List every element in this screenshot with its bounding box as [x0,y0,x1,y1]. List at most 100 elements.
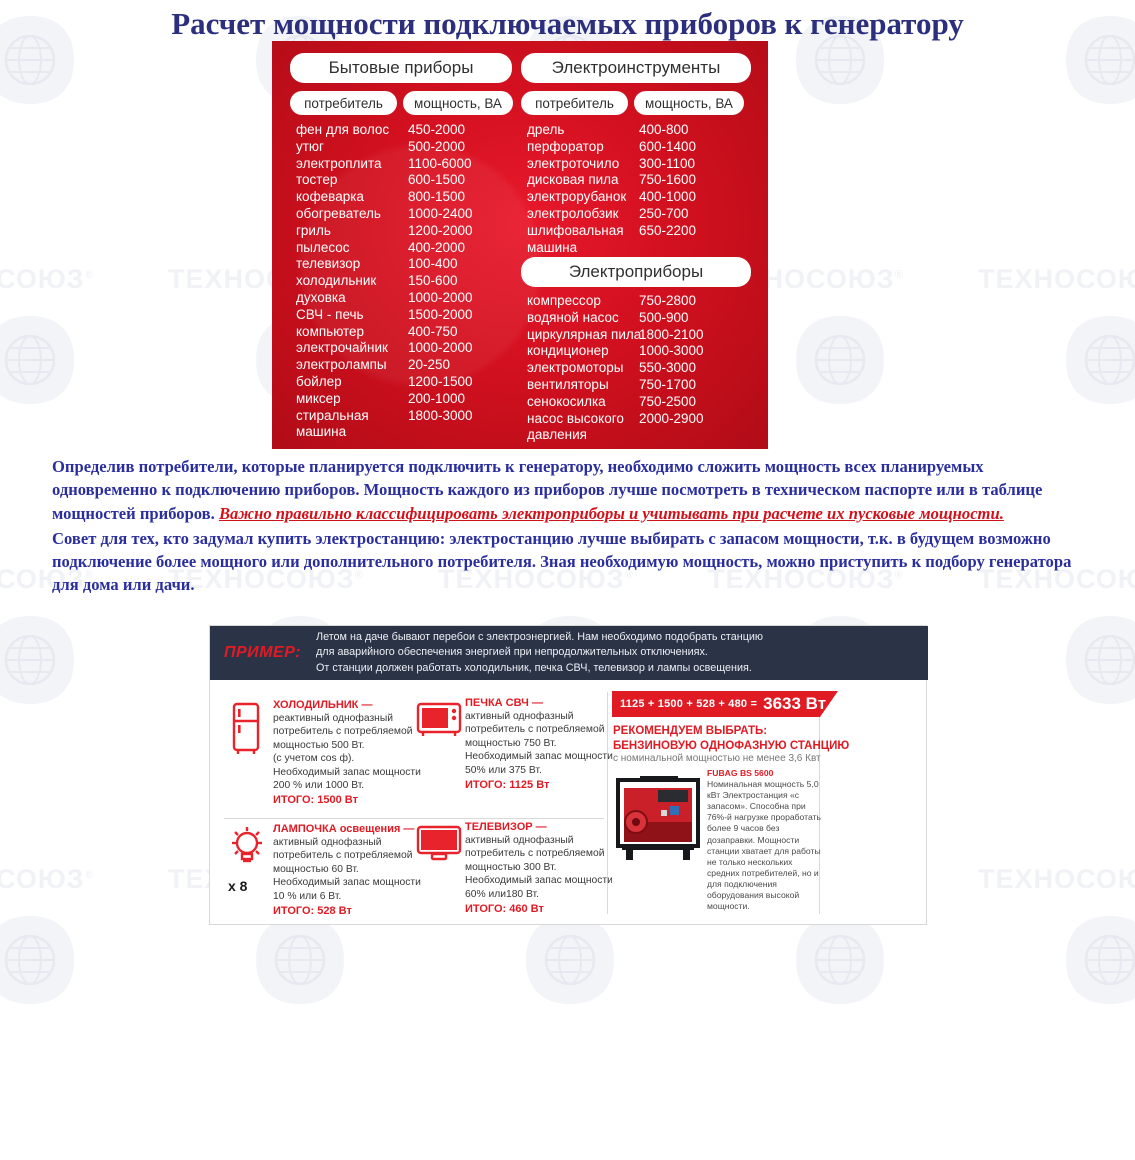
table-cell-name: машина [527,239,578,255]
summary-column: 1125 + 1500 + 528 + 480 = 3633 Вт РЕКОМЕ… [608,688,926,918]
table-cell-power: 1200-1500 [408,373,473,389]
table-row: миксер 200-1000 [296,391,518,408]
table-row: дрель 400-800 [527,122,749,139]
table-left-rows: фен для волос 450-2000 утюг 500-2000 электро… [296,122,518,441]
table-cell-power: 1000-2000 [408,340,473,356]
table-cell-power: 500-2000 [408,138,466,154]
table-cell-name: телевизор [296,256,361,272]
table-cell-power: 750-2500 [639,393,697,409]
card-microwave-body: ПЕЧКА СВЧ — активный однофазный потребит… [465,696,625,791]
line: потребитель с потребляемой [273,726,413,738]
table-cell-power: 450-2000 [408,122,466,137]
table-cell-power: 750-1600 [639,172,697,188]
refrigerator-icon [224,702,268,754]
table-left-title: Бытовые приборы [290,53,512,83]
table-cell-name: стиральная [296,407,369,423]
horizontal-divider [224,818,604,819]
table-cell-name: компьютер [296,323,365,339]
table-cell-name: миксер [296,390,341,406]
total-power-banner: 1125 + 1500 + 528 + 480 = 3633 Вт [612,691,838,717]
table-cell-power: 400-2000 [408,239,466,255]
table-cell-name: дисковая пила [527,172,619,188]
table-cell-name: электроточило [527,155,620,171]
recommendation-line-2: БЕНЗИНОВУЮ ОДНОФАЗНУЮ СТАНЦИЮ [613,739,850,752]
table-row: вентиляторы 750-1700 [527,377,749,394]
table-cell-name: гриль [296,222,331,238]
table-cell-power: 1200-2000 [408,222,473,238]
table-cell-name: электролампы [296,357,387,373]
line: мощностью 750 Вт. [465,737,557,749]
card-television-title: ТЕЛЕВИЗОР — [465,821,547,833]
lightbulb-icon [224,826,268,878]
recommendation-line-3: с номинальной мощностью не менее 3,6 Квт [613,753,821,764]
line: потребитель с потребляемой [273,850,413,862]
table-right-rows-2: компрессор 750-2800 водяной насос 500-900 ци… [527,293,749,444]
card-television-body: ТЕЛЕВИЗОР — активный однофазный потребит… [465,820,625,915]
table-cell-name: тостер [296,172,338,188]
line: (с учетом cos ф). [273,753,355,765]
line: Необходимый запас мощности [273,877,421,889]
table-row: стиральная 1800-3000 [296,408,518,425]
table-cell-name: дрель [527,122,565,137]
card-microwave-title: ПЕЧКА СВЧ — [465,697,543,709]
card-lightbulb-lines: активный однофазный потребитель с потреб… [273,836,433,903]
header-line-1: Летом на даче бывают перебои с электроэн… [316,631,764,644]
line: Необходимый запас мощности [465,751,613,763]
table-cell-name: утюг [296,138,324,154]
table-cell-name: давления [527,427,587,443]
table-row: перфоратор 600-1400 [527,139,749,156]
table-cell-name: СВЧ - печь [296,306,364,322]
table-row: гриль 1200-2000 [296,223,518,240]
table-cell-name: вентиляторы [527,376,609,392]
table-cell-power: 400-1000 [639,189,697,205]
paragraph-1-plain: Определив потребители, которые планирует… [52,457,1043,523]
card-lightbulb-total: ИТОГО: 528 Вт [273,905,352,918]
table-row: компрессор 750-2800 [527,293,749,310]
generator-description: FUBAG BS 5600 Номинальная мощность 5,0 к… [707,768,827,912]
line: активный однофазный [465,711,574,722]
table-row: дисковая пила 750-1600 [527,172,749,189]
table-cell-name: электрочайник [296,340,388,356]
line: Необходимый запас мощности [465,875,613,887]
card-microwave-lines: активный однофазный потребитель с потреб… [465,710,625,777]
table-row: телевизор 100-400 [296,256,518,273]
line: активный однофазный [273,837,382,848]
vertical-divider-1 [607,692,608,914]
table-row: электролобзик 250-700 [527,206,749,223]
table-cell-name: духовка [296,289,346,305]
example-infographic: ПРИМЕР: Летом на даче бывают перебои с э… [209,625,928,925]
table-cell-power: 600-1400 [639,138,697,154]
table-right-col-consumer: потребитель [521,91,628,115]
table-row: электроплита 1100-6000 [296,156,518,173]
television-icon [416,824,462,876]
card-refrigerator-title: ХОЛОДИЛЬНИК — [273,699,373,711]
table-cell-name: холодильник [296,273,377,289]
line: мощностью 300 Вт. [465,861,557,873]
total-value: 3633 Вт [763,694,827,713]
table-cell-name: фен для волос [296,122,390,137]
table-cell-name: шлифовальная [527,222,624,238]
table-row: кондиционер 1000-3000 [527,343,749,360]
table-cell-power: 150-600 [408,273,458,289]
table-row: холодильник 150-600 [296,273,518,290]
table-row: электрочайник 1000-2000 [296,340,518,357]
table-cell-power: 650-2200 [639,222,697,238]
table-cell-power: 20-250 [408,357,451,373]
paragraph-1-emphasis: Важно правильно классифицировать электро… [218,503,1004,523]
table-cell-name: электромоторы [527,360,624,376]
table-cell-name: кофеварка [296,189,364,205]
table-cell-name: сенокосилка [527,393,606,409]
card-refrigerator-total: ИТОГО: 1500 Вт [273,794,358,807]
table-cell-power: 2000-2900 [639,410,704,426]
line: мощностью 60 Вт. [273,863,359,875]
table-cell-power: 300-1100 [639,155,696,171]
table-row: электроточило 300-1100 [527,156,749,173]
line: потребитель с потребляемой [465,724,605,736]
line: потребитель с потребляемой [465,848,605,860]
card-refrigerator-body: ХОЛОДИЛЬНИК — реактивный однофазный потр… [273,698,433,806]
table-row: тостер 600-1500 [296,172,518,189]
table-cell-power: 1100-6000 [408,155,472,171]
table-right-col-power: мощность, ВА [634,91,744,115]
line: 50% или 375 Вт. [465,764,542,776]
infographic-header: ПРИМЕР: Летом на даче бывают перебои с э… [210,626,928,680]
